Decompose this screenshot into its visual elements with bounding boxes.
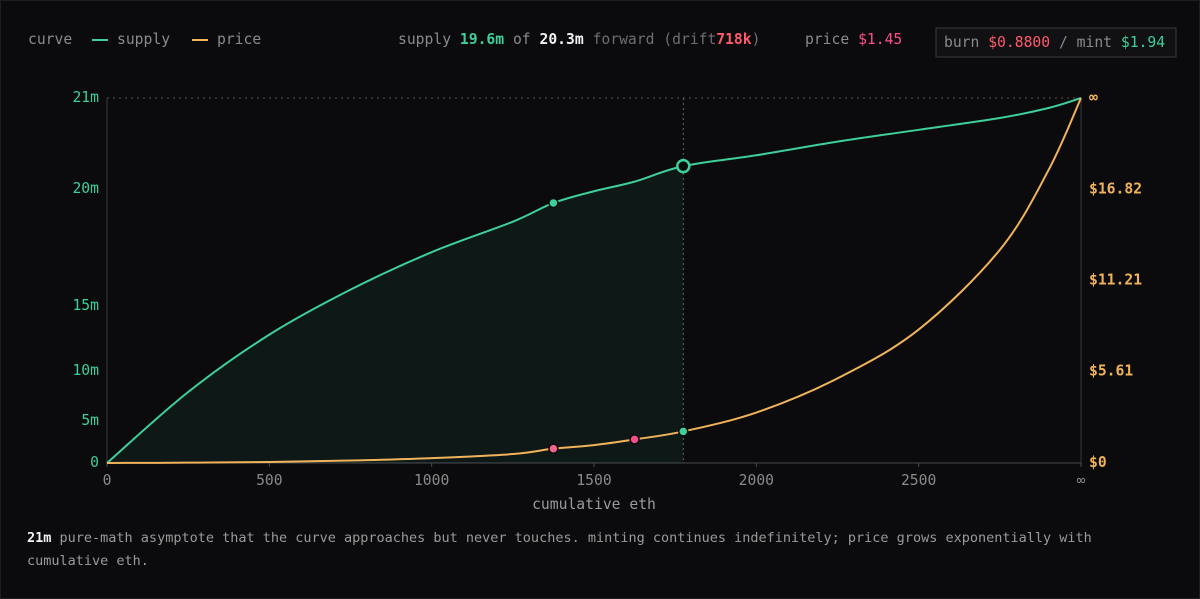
status-forward: forward (drift bbox=[593, 31, 717, 48]
y2-tick-label: ∞ bbox=[1089, 89, 1098, 106]
y2-tick-label: $16.82 bbox=[1089, 180, 1142, 197]
y2-tick-label: $5.61 bbox=[1089, 363, 1133, 380]
x-tick-label: 0 bbox=[103, 472, 112, 489]
legend: supply price bbox=[92, 31, 261, 48]
y2-tick-label: $0 bbox=[1089, 454, 1107, 471]
y-tick-label: 5m bbox=[81, 412, 99, 429]
footer-text: pure-math asymptote that the curve appro… bbox=[27, 530, 1092, 569]
marker bbox=[629, 434, 640, 445]
mint-label: mint bbox=[1077, 34, 1112, 51]
burn-label: burn bbox=[944, 34, 979, 51]
y-tick-label: 20m bbox=[72, 180, 99, 197]
y-tick-label: 21m bbox=[72, 89, 99, 106]
x-tick-label: ∞ bbox=[1077, 472, 1086, 489]
status-drift-close: ) bbox=[752, 31, 761, 48]
mint-value: $1.94 bbox=[1121, 34, 1165, 51]
marker bbox=[548, 443, 559, 454]
y-tick-label: 15m bbox=[72, 297, 99, 314]
series-line bbox=[106, 97, 1082, 464]
shaded-area bbox=[107, 166, 684, 463]
series-line bbox=[106, 97, 1082, 464]
x-tick-label: 500 bbox=[256, 472, 283, 489]
x-tick-label: 2000 bbox=[739, 472, 774, 489]
x-axis-label: cumulative eth bbox=[532, 496, 656, 513]
x-tick-label: 1500 bbox=[576, 472, 611, 489]
status-drift: 718k bbox=[716, 31, 752, 48]
status-forward-supply: 20.3m bbox=[540, 31, 584, 48]
y-tick-label: 0 bbox=[90, 454, 99, 471]
marker bbox=[548, 197, 559, 209]
price-value: $1.45 bbox=[858, 31, 902, 48]
quote-box bbox=[935, 27, 1177, 58]
x-tick-label: 2500 bbox=[901, 472, 936, 489]
burn-value: $0.8800 bbox=[988, 34, 1050, 51]
status-label: supply bbox=[398, 31, 451, 48]
x-tick-label: 1000 bbox=[414, 472, 449, 489]
marker bbox=[678, 426, 689, 437]
quote-sep: / bbox=[1059, 34, 1068, 51]
legend-label: supply bbox=[117, 31, 170, 48]
legend-label: price bbox=[217, 31, 261, 48]
footer: 21m pure-math asymptote that the curve a… bbox=[27, 527, 1117, 573]
y2-tick-label: $11.21 bbox=[1089, 272, 1142, 289]
legend-title: curve bbox=[28, 31, 72, 48]
status-of: of bbox=[513, 31, 531, 48]
status-price: price $1.45 bbox=[805, 31, 902, 48]
marker bbox=[676, 158, 691, 174]
y-tick-label: 10m bbox=[72, 362, 99, 379]
status: supply 19.6m of 20.3m forward (drift 718… bbox=[398, 31, 760, 48]
status-supply: 19.6m bbox=[460, 31, 504, 48]
footer-term: 21m bbox=[27, 530, 52, 546]
quote: burn $0.8800 / mint $1.94 bbox=[944, 34, 1165, 51]
price-label: price bbox=[805, 31, 849, 48]
